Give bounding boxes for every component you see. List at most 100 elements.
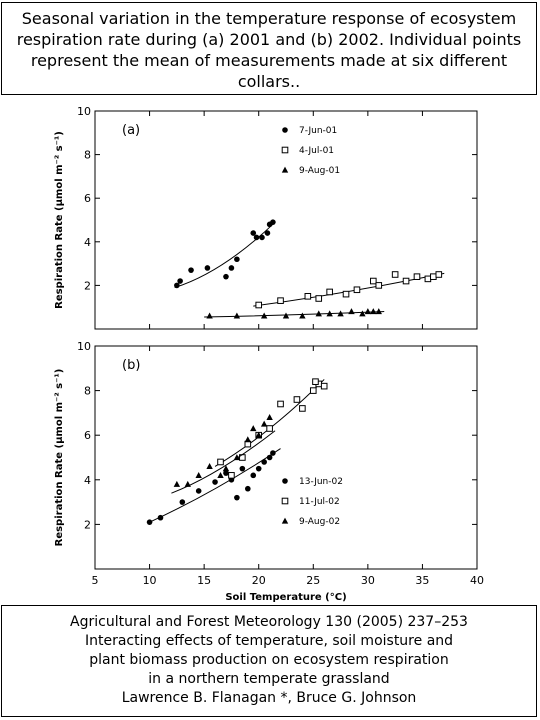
legend-label: 7-Jun-01 — [299, 126, 337, 136]
data-point — [217, 471, 224, 478]
data-point — [204, 265, 211, 271]
data-point — [364, 308, 372, 315]
legend-marker — [281, 497, 289, 505]
data-point — [234, 494, 240, 501]
data-point — [266, 413, 273, 420]
y-tick-label: 6 — [84, 192, 91, 205]
data-point — [413, 273, 421, 280]
data-point — [157, 514, 164, 521]
data-point — [234, 256, 240, 263]
y-tick-label: 2 — [84, 518, 91, 531]
panel-label: (b) — [122, 358, 140, 373]
series-13-Jun-02: 13-Jun-02 — [146, 448, 343, 525]
data-point — [424, 275, 432, 283]
data-point — [299, 405, 306, 412]
series-4-Jul-01: 4-Jul-01 — [253, 146, 445, 309]
legend-marker — [281, 517, 289, 524]
legend-marker — [281, 166, 289, 173]
y-tick-label: 8 — [84, 149, 91, 162]
data-point — [253, 234, 260, 241]
data-point — [233, 312, 241, 319]
legend-label: 13-Jun-02 — [299, 477, 343, 487]
data-point — [223, 470, 229, 476]
panel-b: 2 4 6 8 10 Respiration Rate (μmol m⁻² s⁻¹) (b)… — [54, 340, 478, 570]
top-caption-line: Seasonal variation in the temperature re… — [21, 9, 517, 28]
data-point — [179, 499, 186, 505]
data-point — [217, 458, 224, 466]
data-point — [255, 301, 263, 309]
fit-line — [204, 311, 385, 318]
fit-line — [149, 448, 281, 523]
data-point — [212, 479, 218, 485]
data-point — [264, 230, 271, 236]
data-point — [277, 297, 284, 304]
data-point — [348, 308, 355, 315]
x-axis-title: Soil Temperature (°C) — [225, 592, 346, 603]
x-tick-label: 5 — [92, 574, 99, 587]
data-point — [228, 472, 235, 479]
data-point — [266, 425, 273, 432]
legend-marker — [282, 127, 288, 133]
data-point — [337, 310, 344, 317]
data-point — [250, 472, 257, 479]
data-point — [342, 290, 350, 298]
plot-frame — [94, 345, 478, 570]
data-point — [282, 312, 290, 319]
series-11-Jul-02: 11-Jul-02 — [214, 378, 340, 507]
data-point — [195, 471, 202, 478]
data-point — [266, 454, 273, 461]
legend-marker — [281, 146, 289, 154]
data-point — [195, 488, 202, 494]
x-tick-label: 10 — [143, 574, 157, 587]
data-point — [320, 382, 328, 390]
bottom-caption-line: Agricultural and Forest Meteorology 130 … — [70, 614, 468, 630]
data-point — [188, 267, 194, 273]
y-tick-label: 8 — [84, 385, 91, 398]
bottom-caption-line: in a northern temperate grassland — [148, 671, 390, 687]
data-point — [353, 286, 361, 294]
data-point — [206, 312, 213, 319]
data-point — [277, 400, 284, 408]
shared-x-axis: 5 10 15 20 25 30 35 40 Soil Temperature (°C) — [92, 574, 485, 603]
y-tick-label: 2 — [84, 279, 91, 292]
data-point — [173, 480, 181, 487]
x-tick-label: 25 — [306, 574, 320, 587]
data-point — [260, 312, 268, 319]
series-9-Aug-02: 9-Aug-02 — [171, 413, 340, 527]
y-tick-label: 10 — [77, 340, 91, 353]
top-caption: Seasonal variation in the temperature re… — [1, 2, 537, 95]
data-point — [206, 463, 213, 470]
data-point — [270, 219, 276, 225]
legend-label: 9-Aug-01 — [299, 166, 340, 176]
data-point — [312, 378, 319, 385]
data-point — [222, 465, 230, 472]
data-point — [435, 271, 443, 278]
data-point — [402, 277, 410, 285]
data-point — [304, 293, 312, 300]
data-point — [391, 271, 399, 278]
data-point — [245, 485, 251, 492]
data-point — [233, 454, 241, 461]
y-axis-title: Respiration Rate (μmol m⁻² s⁻¹) — [54, 369, 65, 547]
bottom-caption-line: Lawrence B. Flanagan *, Bruce G. Johnson — [121, 690, 417, 706]
y-tick-label: 4 — [84, 236, 91, 249]
panel-label: (a) — [122, 123, 140, 138]
y-axis-title: Respiration Rate (μmol m⁻² s⁻¹) — [54, 131, 65, 309]
data-point — [255, 465, 262, 472]
data-point — [250, 230, 257, 236]
data-point — [228, 265, 235, 271]
bottom-caption-line: Interacting effects of temperature, soil… — [84, 633, 454, 649]
y-tick-label: 6 — [84, 429, 91, 442]
y-tick-label: 4 — [84, 474, 91, 487]
series-7-Jun-01: 7-Jun-01 — [174, 126, 337, 289]
data-point — [293, 396, 301, 403]
data-point — [430, 273, 437, 280]
data-point — [270, 450, 276, 456]
x-tick-label: 30 — [361, 574, 375, 587]
data-point — [174, 282, 180, 289]
data-point — [177, 278, 183, 284]
data-point — [309, 387, 317, 394]
panel-a: 2 4 6 8 10 Respiration Rate (μmol m⁻² s⁻¹) (a)… — [54, 105, 478, 330]
bottom-caption-line: plant biomass production on ecosystem re… — [89, 652, 449, 668]
x-tick-label: 40 — [470, 574, 484, 587]
